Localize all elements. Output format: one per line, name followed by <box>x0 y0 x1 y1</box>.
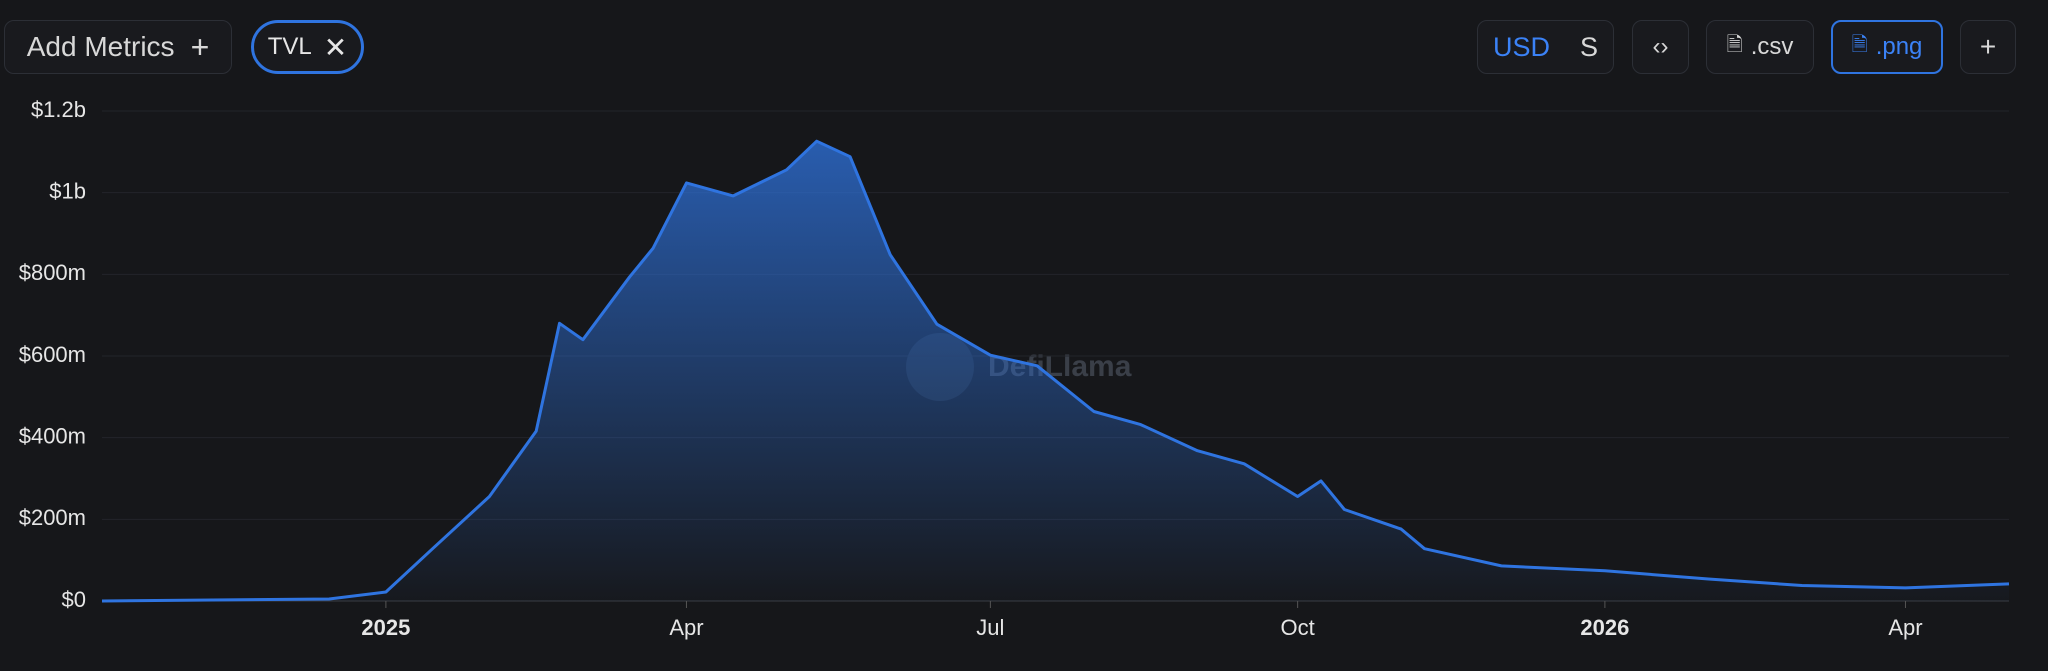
x-tick-label: 2026 <box>1580 615 1629 640</box>
x-tick-label: Apr <box>1888 615 1922 640</box>
x-tick-label: Apr <box>669 615 703 640</box>
y-tick-label: $400m <box>19 423 86 448</box>
plus-icon: + <box>190 28 210 65</box>
line <box>101 139 2010 603</box>
embed-button[interactable]: ‹› <box>1632 20 1689 74</box>
more-button[interactable]: + <box>1960 20 2016 74</box>
close-icon: ✕ <box>323 31 348 63</box>
label: Add Metrics <box>26 31 175 62</box>
metric-chip[interactable]: TVL ✕ <box>251 20 364 74</box>
add-metrics-button[interactable]: Add Metrics + <box>4 20 232 74</box>
x-tick-label: Oct <box>1281 615 1315 640</box>
currency-option[interactable]: USD <box>1492 31 1550 62</box>
y-tick-label: $1.2b <box>31 97 86 122</box>
y-tick-label: $800m <box>19 260 86 285</box>
y-tick-label: $200m <box>19 505 86 530</box>
currency-option[interactable]: S <box>1579 31 1598 62</box>
label: .csv <box>1750 33 1794 60</box>
y-tick-label: $1b <box>49 178 86 203</box>
file-icon: 🗎 <box>1851 34 1868 56</box>
png-button[interactable]: 🗎 .png <box>1831 20 1943 74</box>
label: .png <box>1875 33 1923 60</box>
currency-toggle: USD S <box>1477 20 1614 74</box>
label: TVL <box>267 33 312 60</box>
file-icon: 🗎 <box>1726 34 1743 56</box>
y-tick-label: $600m <box>19 342 86 367</box>
x-tick-label: Jul <box>976 615 1004 640</box>
x-tick-label: 2025 <box>361 615 410 640</box>
area <box>102 141 2009 601</box>
y-tick-label: $0 <box>62 587 86 612</box>
csv-button[interactable]: 🗎 .csv <box>1706 20 1814 74</box>
